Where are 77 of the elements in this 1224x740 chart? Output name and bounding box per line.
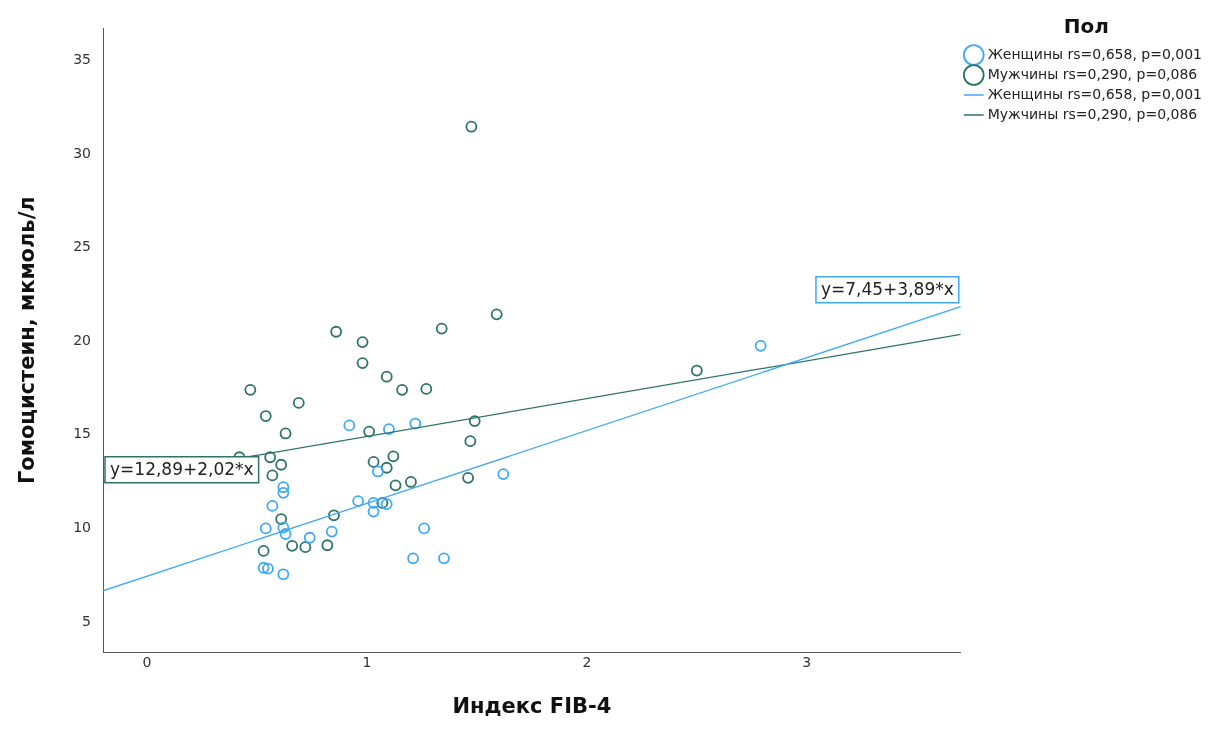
point	[380, 461, 393, 474]
point	[367, 505, 380, 518]
point	[497, 468, 510, 480]
point	[259, 410, 272, 422]
x-tick-label: 2	[582, 654, 592, 671]
point	[277, 481, 290, 494]
legend-label: Женщины rs=0,658, p=0,001	[987, 85, 1202, 102]
point	[363, 425, 376, 438]
point	[262, 562, 274, 575]
point	[303, 531, 316, 544]
point	[380, 370, 393, 383]
point	[264, 451, 277, 464]
point	[754, 339, 767, 352]
point	[405, 476, 417, 488]
legend-title: Пол	[1063, 14, 1109, 39]
point	[266, 469, 279, 482]
point	[464, 435, 477, 448]
point	[420, 382, 433, 395]
y-tick-label: 10	[73, 519, 92, 536]
point	[387, 450, 400, 463]
point	[690, 364, 703, 377]
y-tick-label: 5	[82, 612, 92, 629]
point	[279, 528, 292, 540]
point	[490, 308, 503, 321]
point	[409, 417, 422, 430]
point	[418, 522, 431, 535]
point	[279, 427, 292, 440]
y-tick-label: 25	[73, 238, 92, 255]
legend-label: Женщины rs=0,658, p=0,001	[987, 45, 1202, 62]
point	[330, 325, 343, 338]
y-axis-title: Гомоцистеин, мкмоль/л	[15, 196, 40, 485]
point	[259, 522, 272, 535]
point	[352, 495, 365, 507]
annotation: y=7,45+3,89*x	[820, 279, 954, 300]
legend-label: Мужчины rs=0,290, p=0,086	[987, 65, 1198, 82]
point	[367, 456, 380, 468]
y-tick-label: 20	[73, 331, 92, 348]
point	[468, 415, 481, 427]
point	[356, 357, 369, 369]
point	[325, 525, 338, 538]
point	[396, 383, 409, 396]
x-axis-title: Индекс FIB-4	[452, 693, 612, 718]
point	[266, 500, 279, 512]
point	[275, 458, 288, 471]
x-tick-label: 0	[142, 654, 152, 671]
point	[244, 383, 257, 396]
point	[356, 336, 369, 348]
y-tick-label: 15	[73, 425, 92, 442]
y-tick-label: 30	[73, 144, 92, 161]
annotation: y=12,89+2,02*x	[110, 459, 254, 480]
x-tick-label: 3	[802, 654, 812, 671]
point	[462, 471, 474, 484]
point	[343, 419, 356, 432]
point	[383, 423, 395, 436]
point	[277, 521, 290, 534]
point	[275, 513, 288, 525]
point	[367, 497, 380, 509]
point	[435, 322, 448, 335]
point	[299, 541, 312, 554]
point	[292, 397, 305, 409]
x-tick-label: 1	[362, 654, 372, 671]
point	[376, 497, 389, 509]
legend-label: Мужчины rs=0,290, p=0,086	[987, 105, 1198, 122]
point	[277, 486, 290, 499]
point	[465, 120, 478, 133]
point	[372, 465, 384, 478]
point	[389, 479, 402, 492]
point	[257, 544, 270, 557]
point	[407, 552, 420, 565]
point	[328, 509, 340, 522]
point	[380, 498, 393, 510]
point	[286, 539, 299, 552]
point	[277, 568, 290, 581]
point	[321, 539, 334, 552]
point	[257, 561, 270, 574]
point	[438, 552, 450, 565]
y-tick-label: 35	[73, 50, 92, 67]
